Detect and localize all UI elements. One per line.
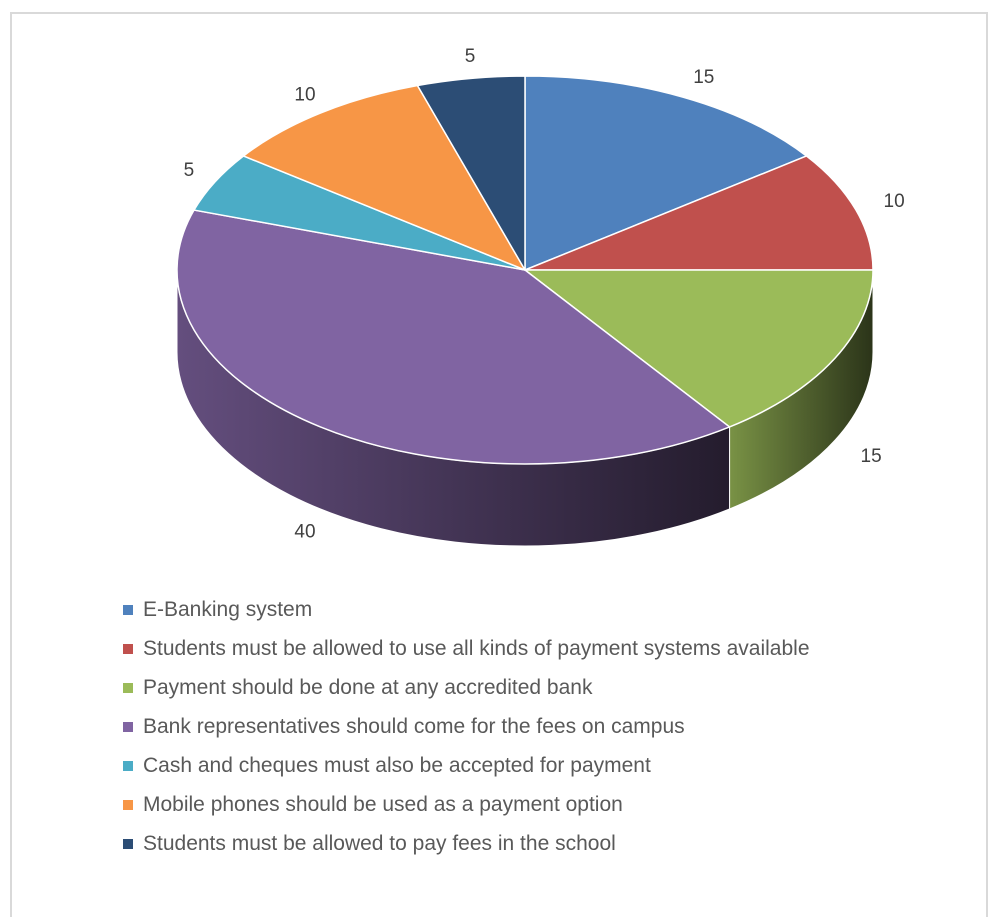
legend-label: Students must be allowed to use all kind… (143, 636, 810, 660)
pie-slice-mobile-phones-should-be-used-as-a-paymen (242, 84, 526, 271)
legend-swatch (123, 682, 133, 693)
legend-item-cash-cheques: Cash and cheques must also be accepted f… (123, 746, 810, 785)
legend-item-accredited-bank: Payment should be done at any accredited… (123, 668, 810, 707)
pie-slice-e-banking-system (524, 75, 808, 271)
legend-item-e-banking: E-Banking system (123, 590, 810, 629)
legend-swatch (123, 721, 133, 732)
legend-label: Mobile phones should be used as a paymen… (143, 792, 623, 816)
pie-slice-payment-should-be-done-at-any-accredited (524, 269, 874, 428)
data-label-students-must-be-allowed-to-pay-fees-in-: 5 (465, 46, 476, 67)
legend-swatch (123, 604, 133, 615)
legend-swatch (123, 799, 133, 810)
legend-swatch (123, 838, 133, 849)
legend-swatch (123, 643, 133, 654)
legend-item-mobile-phones: Mobile phones should be used as a paymen… (123, 785, 810, 824)
legend-label: Payment should be done at any accredited… (143, 675, 593, 699)
legend-label: Bank representatives should come for the… (143, 714, 685, 738)
pie-slice-bank-representatives-should-come-for-the (176, 209, 731, 465)
data-label-payment-should-be-done-at-any-accredited: 15 (861, 446, 882, 467)
legend-label: Students must be allowed to pay fees in … (143, 831, 616, 855)
legend-label: E-Banking system (143, 597, 313, 621)
data-label-bank-representatives-should-come-for-the: 40 (294, 522, 315, 543)
data-label-students-must-be-allowed-to-use-all-kind: 10 (884, 191, 905, 212)
legend: E-Banking system Students must be allowe… (123, 590, 810, 863)
data-label-mobile-phones-should-be-used-as-a-paymen: 10 (294, 84, 315, 105)
pie-slice-students-must-be-allowed-to-use-all-kind (524, 155, 874, 271)
pie-slice-students-must-be-allowed-to-pay-fees-in- (416, 75, 526, 271)
legend-item-bank-representatives: Bank representatives should come for the… (123, 707, 810, 746)
data-label-cash-and-cheques-must-also-be-accepted-f: 5 (184, 160, 195, 181)
legend-label: Cash and cheques must also be accepted f… (143, 753, 651, 777)
legend-item-all-payment-systems: Students must be allowed to use all kind… (123, 629, 810, 668)
legend-swatch (123, 760, 133, 771)
legend-item-pay-in-school: Students must be allowed to pay fees in … (123, 824, 810, 863)
data-label-e-banking-system: 15 (693, 67, 714, 88)
